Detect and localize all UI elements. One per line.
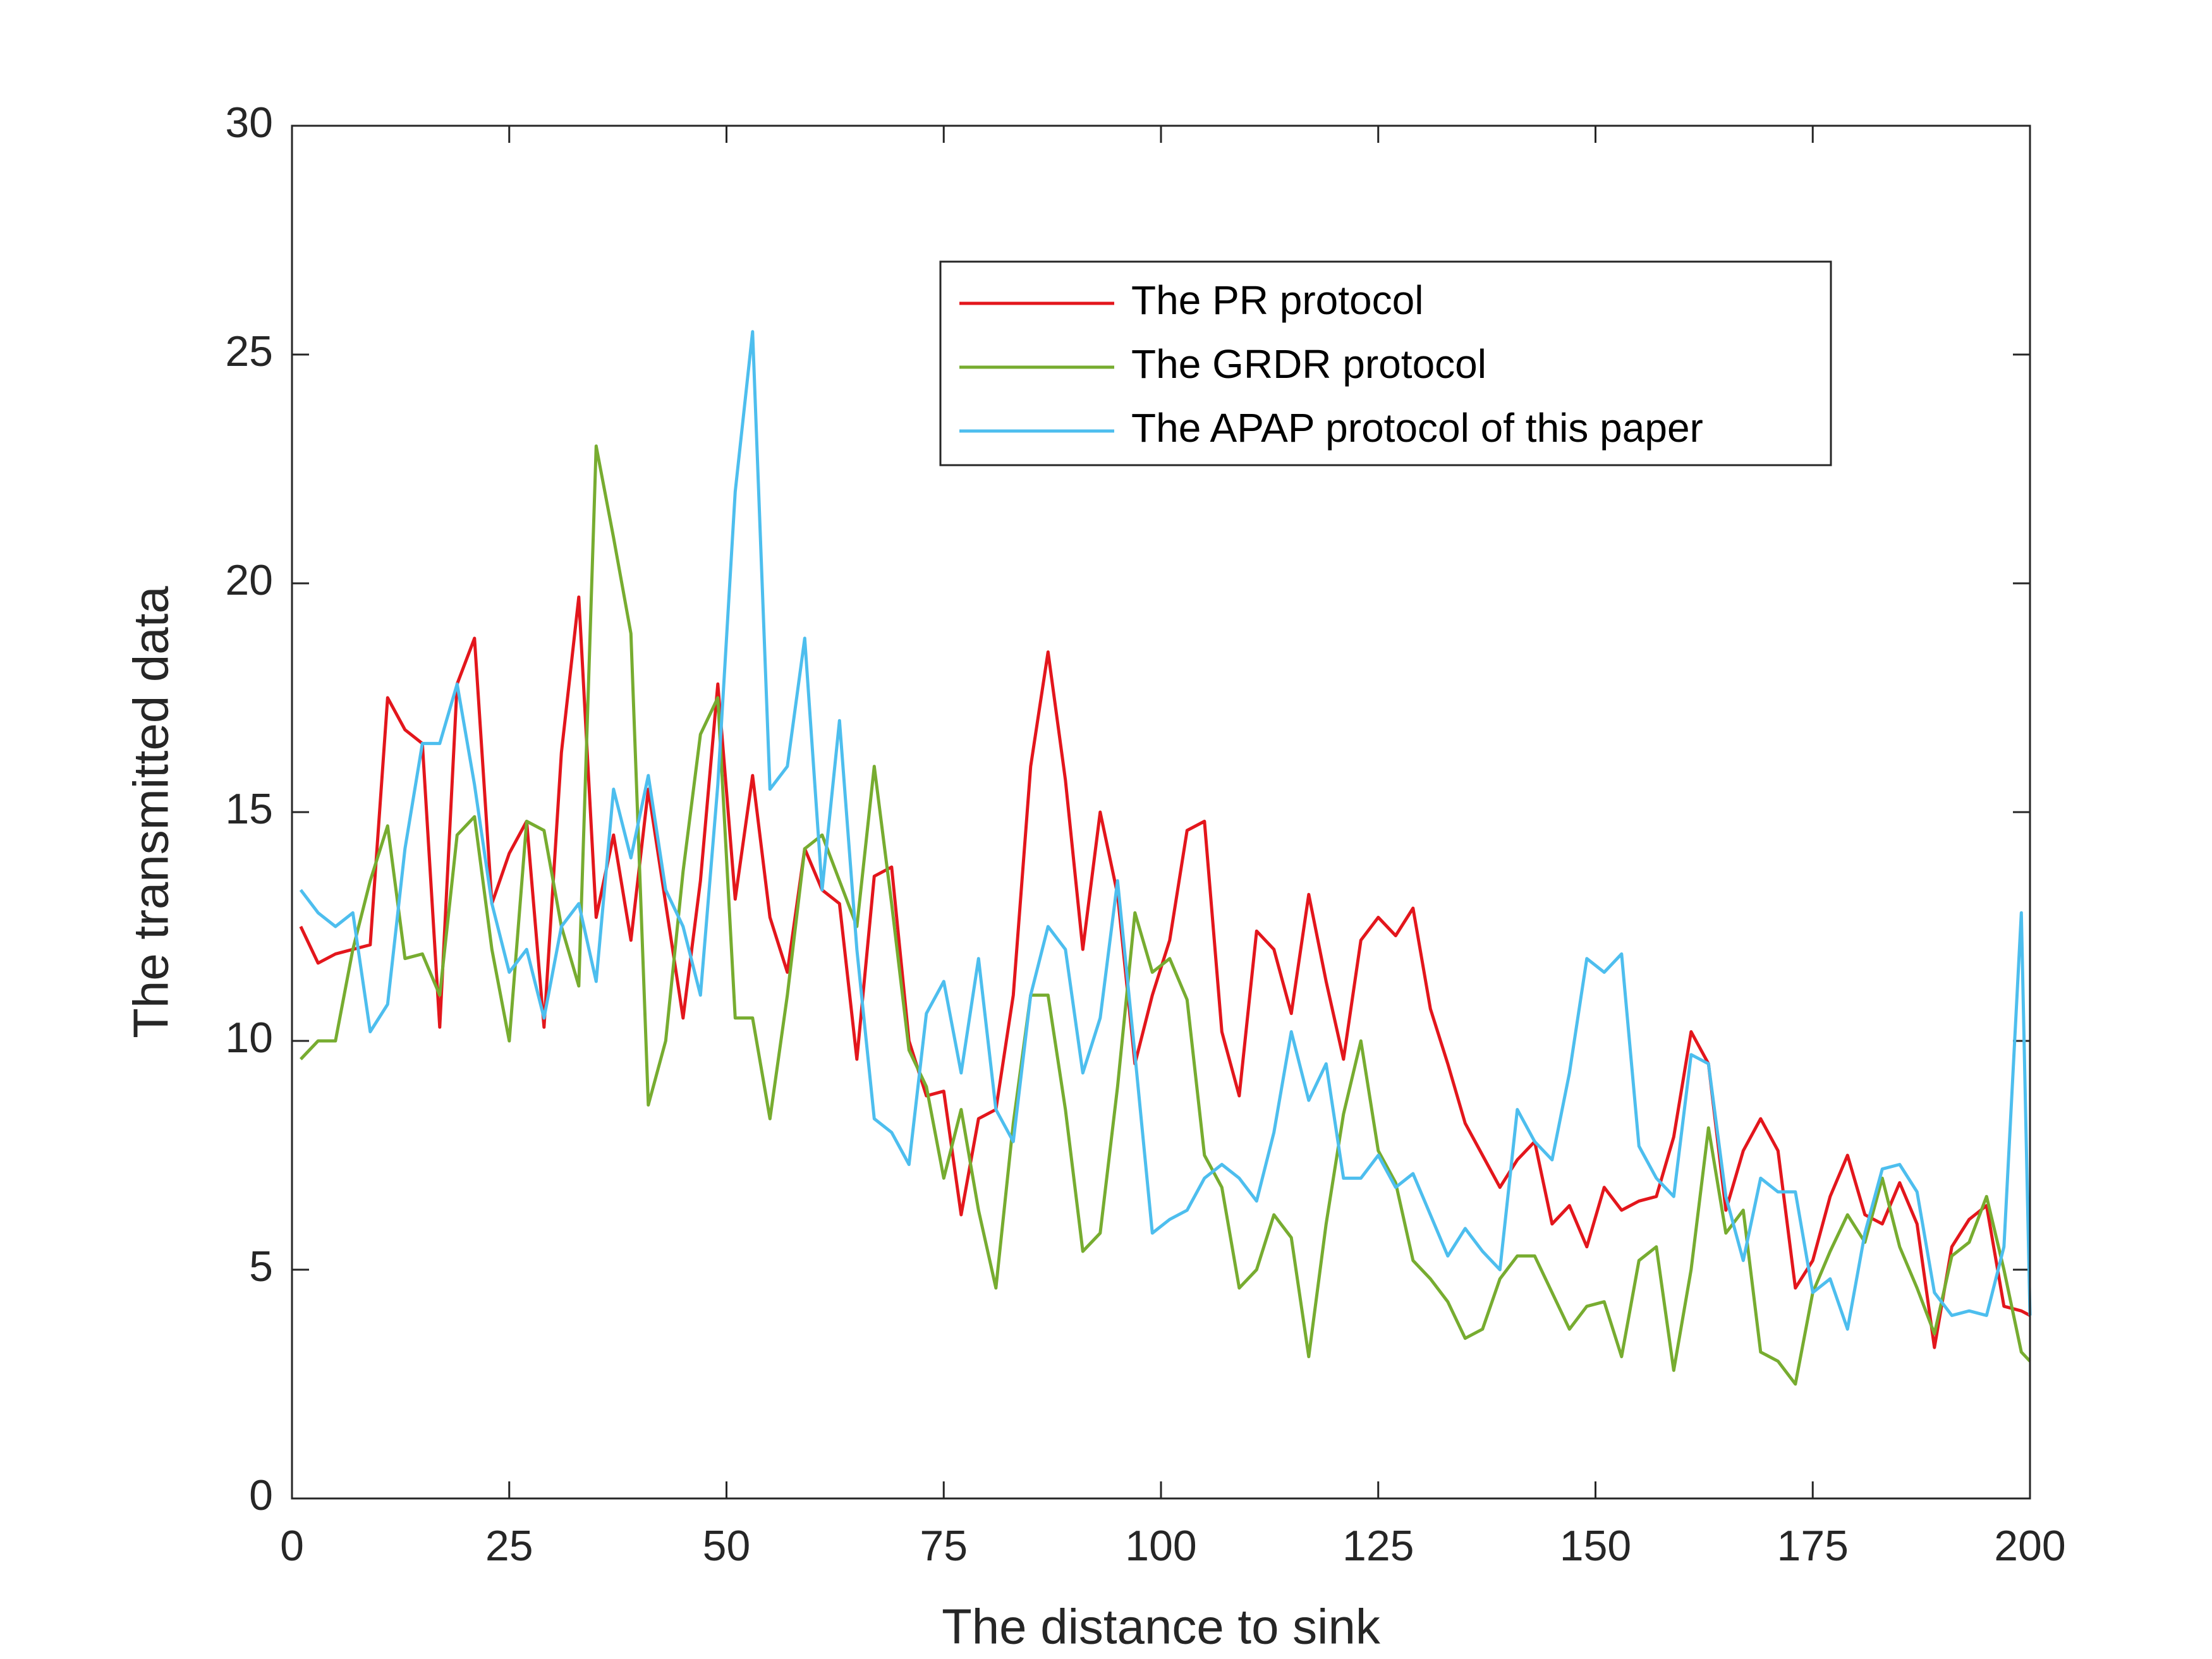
y-tick-label: 10 <box>225 1014 273 1062</box>
series-line <box>299 330 2032 1331</box>
x-tick-label: 150 <box>1560 1522 1631 1570</box>
x-tick-label: 175 <box>1777 1522 1849 1570</box>
axes-box <box>291 125 2031 1500</box>
x-tick-label: 125 <box>1342 1522 1414 1570</box>
legend-label: The APAP protocol of this paper <box>1131 405 1703 451</box>
x-tick-label: 75 <box>920 1522 968 1570</box>
y-tick-label: 25 <box>225 327 273 375</box>
legend-label: The GRDR protocol <box>1131 341 1486 387</box>
x-axis-label: The distance to sink <box>942 1599 1381 1655</box>
y-tick-label: 5 <box>249 1243 273 1291</box>
y-tick-label: 0 <box>249 1471 273 1519</box>
x-tick-label: 0 <box>280 1522 304 1570</box>
y-tick-label: 20 <box>225 556 273 604</box>
x-tick-label: 200 <box>1994 1522 2065 1570</box>
series-line <box>299 595 2031 1349</box>
series-line <box>299 444 2031 1386</box>
x-tick-label: 100 <box>1125 1522 1196 1570</box>
y-tick-label: 15 <box>225 785 273 833</box>
x-tick-label: 25 <box>485 1522 533 1570</box>
y-axis-label: The transmitted data <box>123 586 179 1038</box>
x-tick-label: 50 <box>703 1522 751 1570</box>
legend-label: The PR protocol <box>1131 277 1423 323</box>
y-tick-label: 30 <box>225 99 273 147</box>
